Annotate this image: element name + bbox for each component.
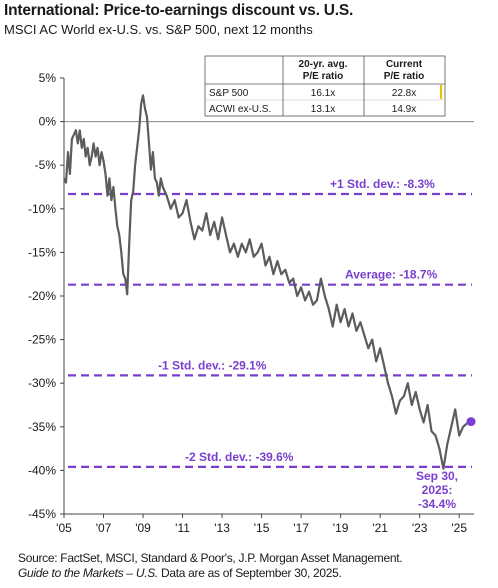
x-tick-label: '07 bbox=[96, 521, 112, 535]
y-tick-label: 5% bbox=[39, 71, 57, 85]
y-tick-label: -40% bbox=[28, 463, 56, 477]
y-tick-label: -20% bbox=[28, 289, 56, 303]
reference-line-label: +1 Std. dev.: -8.3% bbox=[330, 177, 435, 191]
y-tick-label: -30% bbox=[28, 376, 56, 390]
page-subtitle: MSCI AC World ex-U.S. vs. S&P 500, next … bbox=[4, 22, 313, 37]
x-tick-label: '25 bbox=[451, 521, 467, 535]
y-tick-label: -10% bbox=[28, 202, 56, 216]
x-tick-label: '11 bbox=[175, 521, 190, 535]
source-prefix: Source: FactSet, MSCI, Standard & Poor's… bbox=[18, 551, 403, 565]
table-cell-avg: 16.1x bbox=[311, 88, 335, 99]
y-tick-label: -5% bbox=[35, 158, 57, 172]
y-tick-label: -45% bbox=[28, 507, 56, 521]
reference-line-label: Average: -18.7% bbox=[345, 268, 438, 282]
y-tick-label: -15% bbox=[28, 245, 56, 259]
x-tick-label: '09 bbox=[135, 521, 151, 535]
current-value-marker bbox=[466, 417, 476, 427]
y-tick-label: -25% bbox=[28, 333, 56, 347]
table-header-current: Current P/E ratio bbox=[384, 59, 425, 82]
x-tick-label: '23 bbox=[412, 521, 428, 535]
page-title: International: Price-to-earnings discoun… bbox=[4, 2, 354, 19]
pe-ratio-table: 20-yr. avg. P/E ratio Current P/E ratio S&… bbox=[204, 55, 446, 117]
table-row-label: S&P 500 bbox=[209, 88, 249, 99]
y-tick-label: 0% bbox=[39, 115, 57, 129]
x-tick-label: '19 bbox=[333, 521, 349, 535]
current-value-annotation: Sep 30, 2025: -34.4% bbox=[416, 469, 458, 511]
y-tick-label: -35% bbox=[28, 420, 56, 434]
x-tick-label: '13 bbox=[214, 521, 230, 535]
reference-line-label: -1 Std. dev.: -29.1% bbox=[158, 358, 267, 372]
x-tick-label: '17 bbox=[293, 521, 309, 535]
table-cell-avg: 13.1x bbox=[311, 104, 335, 115]
table-cell-current: 14.9x bbox=[392, 104, 416, 115]
source-note: Source: FactSet, MSCI, Standard & Poor's… bbox=[18, 551, 403, 581]
source-italic: Guide to the Markets – U.S. bbox=[18, 566, 158, 580]
table-header-avg: 20-yr. avg. P/E ratio bbox=[299, 59, 348, 82]
source-suffix: Data are as of September 30, 2025. bbox=[157, 566, 342, 580]
table-cell-current: 22.8x bbox=[392, 88, 416, 99]
x-tick-label: '21 bbox=[372, 521, 388, 535]
series-line-pe-discount bbox=[63, 94, 472, 470]
x-tick-label: '15 bbox=[254, 521, 270, 535]
x-tick-label: '05 bbox=[56, 521, 72, 535]
reference-line-label: -2 Std. dev.: -39.6% bbox=[185, 450, 294, 464]
table-row-label: ACWI ex-U.S. bbox=[209, 104, 271, 115]
